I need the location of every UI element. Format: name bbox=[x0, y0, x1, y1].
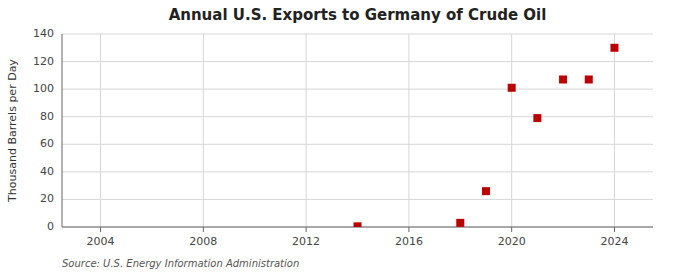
grid-line-y bbox=[62, 61, 653, 62]
x-tick-mark bbox=[100, 227, 101, 232]
point bbox=[610, 44, 618, 52]
x-tick-label: 2024 bbox=[600, 235, 628, 248]
grid-line-y bbox=[62, 171, 653, 172]
grid-line-y bbox=[62, 89, 653, 90]
point bbox=[533, 114, 541, 122]
x-tick-mark bbox=[408, 227, 409, 232]
y-tick-label: 100 bbox=[33, 82, 54, 95]
grid-line-y bbox=[62, 34, 653, 35]
grid-line-y bbox=[62, 144, 653, 145]
x-tick-label: 2016 bbox=[395, 235, 423, 248]
points bbox=[354, 44, 619, 227]
source-note: Source: U.S. Energy Information Administ… bbox=[62, 258, 299, 269]
x-tick-label: 2020 bbox=[498, 235, 526, 248]
grid-line-y bbox=[62, 199, 653, 200]
x-tick-mark bbox=[511, 227, 512, 232]
grid-line-x bbox=[408, 34, 409, 227]
point bbox=[354, 222, 362, 227]
y-tick-label: 120 bbox=[33, 55, 54, 68]
y-axis-line bbox=[62, 34, 63, 227]
x-tick-mark bbox=[614, 227, 615, 232]
grid-line-x bbox=[203, 34, 204, 227]
y-axis-label: Thousand Barrels per Day bbox=[6, 59, 19, 203]
chart: 0 20 40 60 80 100 120 140 2004 2008 2012 2016 2020 20… bbox=[0, 0, 675, 275]
point bbox=[585, 75, 593, 83]
grid-line-x bbox=[614, 34, 615, 227]
y-tick-label: 0 bbox=[47, 220, 54, 233]
grid-line-x bbox=[306, 34, 307, 227]
y-tick-label: 60 bbox=[40, 137, 54, 150]
axes: 0 20 40 60 80 100 120 140 2004 2008 2012 2016 2020 20… bbox=[33, 27, 653, 248]
y-tick-label: 40 bbox=[40, 165, 54, 178]
x-tick-label: 2004 bbox=[87, 235, 115, 248]
x-tick-label: 2008 bbox=[189, 235, 217, 248]
point bbox=[508, 84, 516, 92]
y-tick-label: 80 bbox=[40, 110, 54, 123]
y-tick-label: 140 bbox=[33, 27, 54, 40]
point bbox=[482, 187, 490, 195]
chart-container: 0 20 40 60 80 100 120 140 2004 2008 2012 2016 2020 20… bbox=[0, 0, 675, 275]
grid bbox=[62, 34, 653, 227]
x-tick-label: 2012 bbox=[292, 235, 320, 248]
x-tick-mark bbox=[203, 227, 204, 232]
grid-line-y bbox=[62, 116, 653, 117]
point bbox=[456, 219, 464, 227]
x-tick-mark bbox=[306, 227, 307, 232]
y-tick-label: 20 bbox=[40, 192, 54, 205]
grid-line-x bbox=[511, 34, 512, 227]
title: Annual U.S. Exports to Germany of Crude … bbox=[169, 6, 547, 24]
point bbox=[559, 75, 567, 83]
grid-line-x bbox=[100, 34, 101, 227]
